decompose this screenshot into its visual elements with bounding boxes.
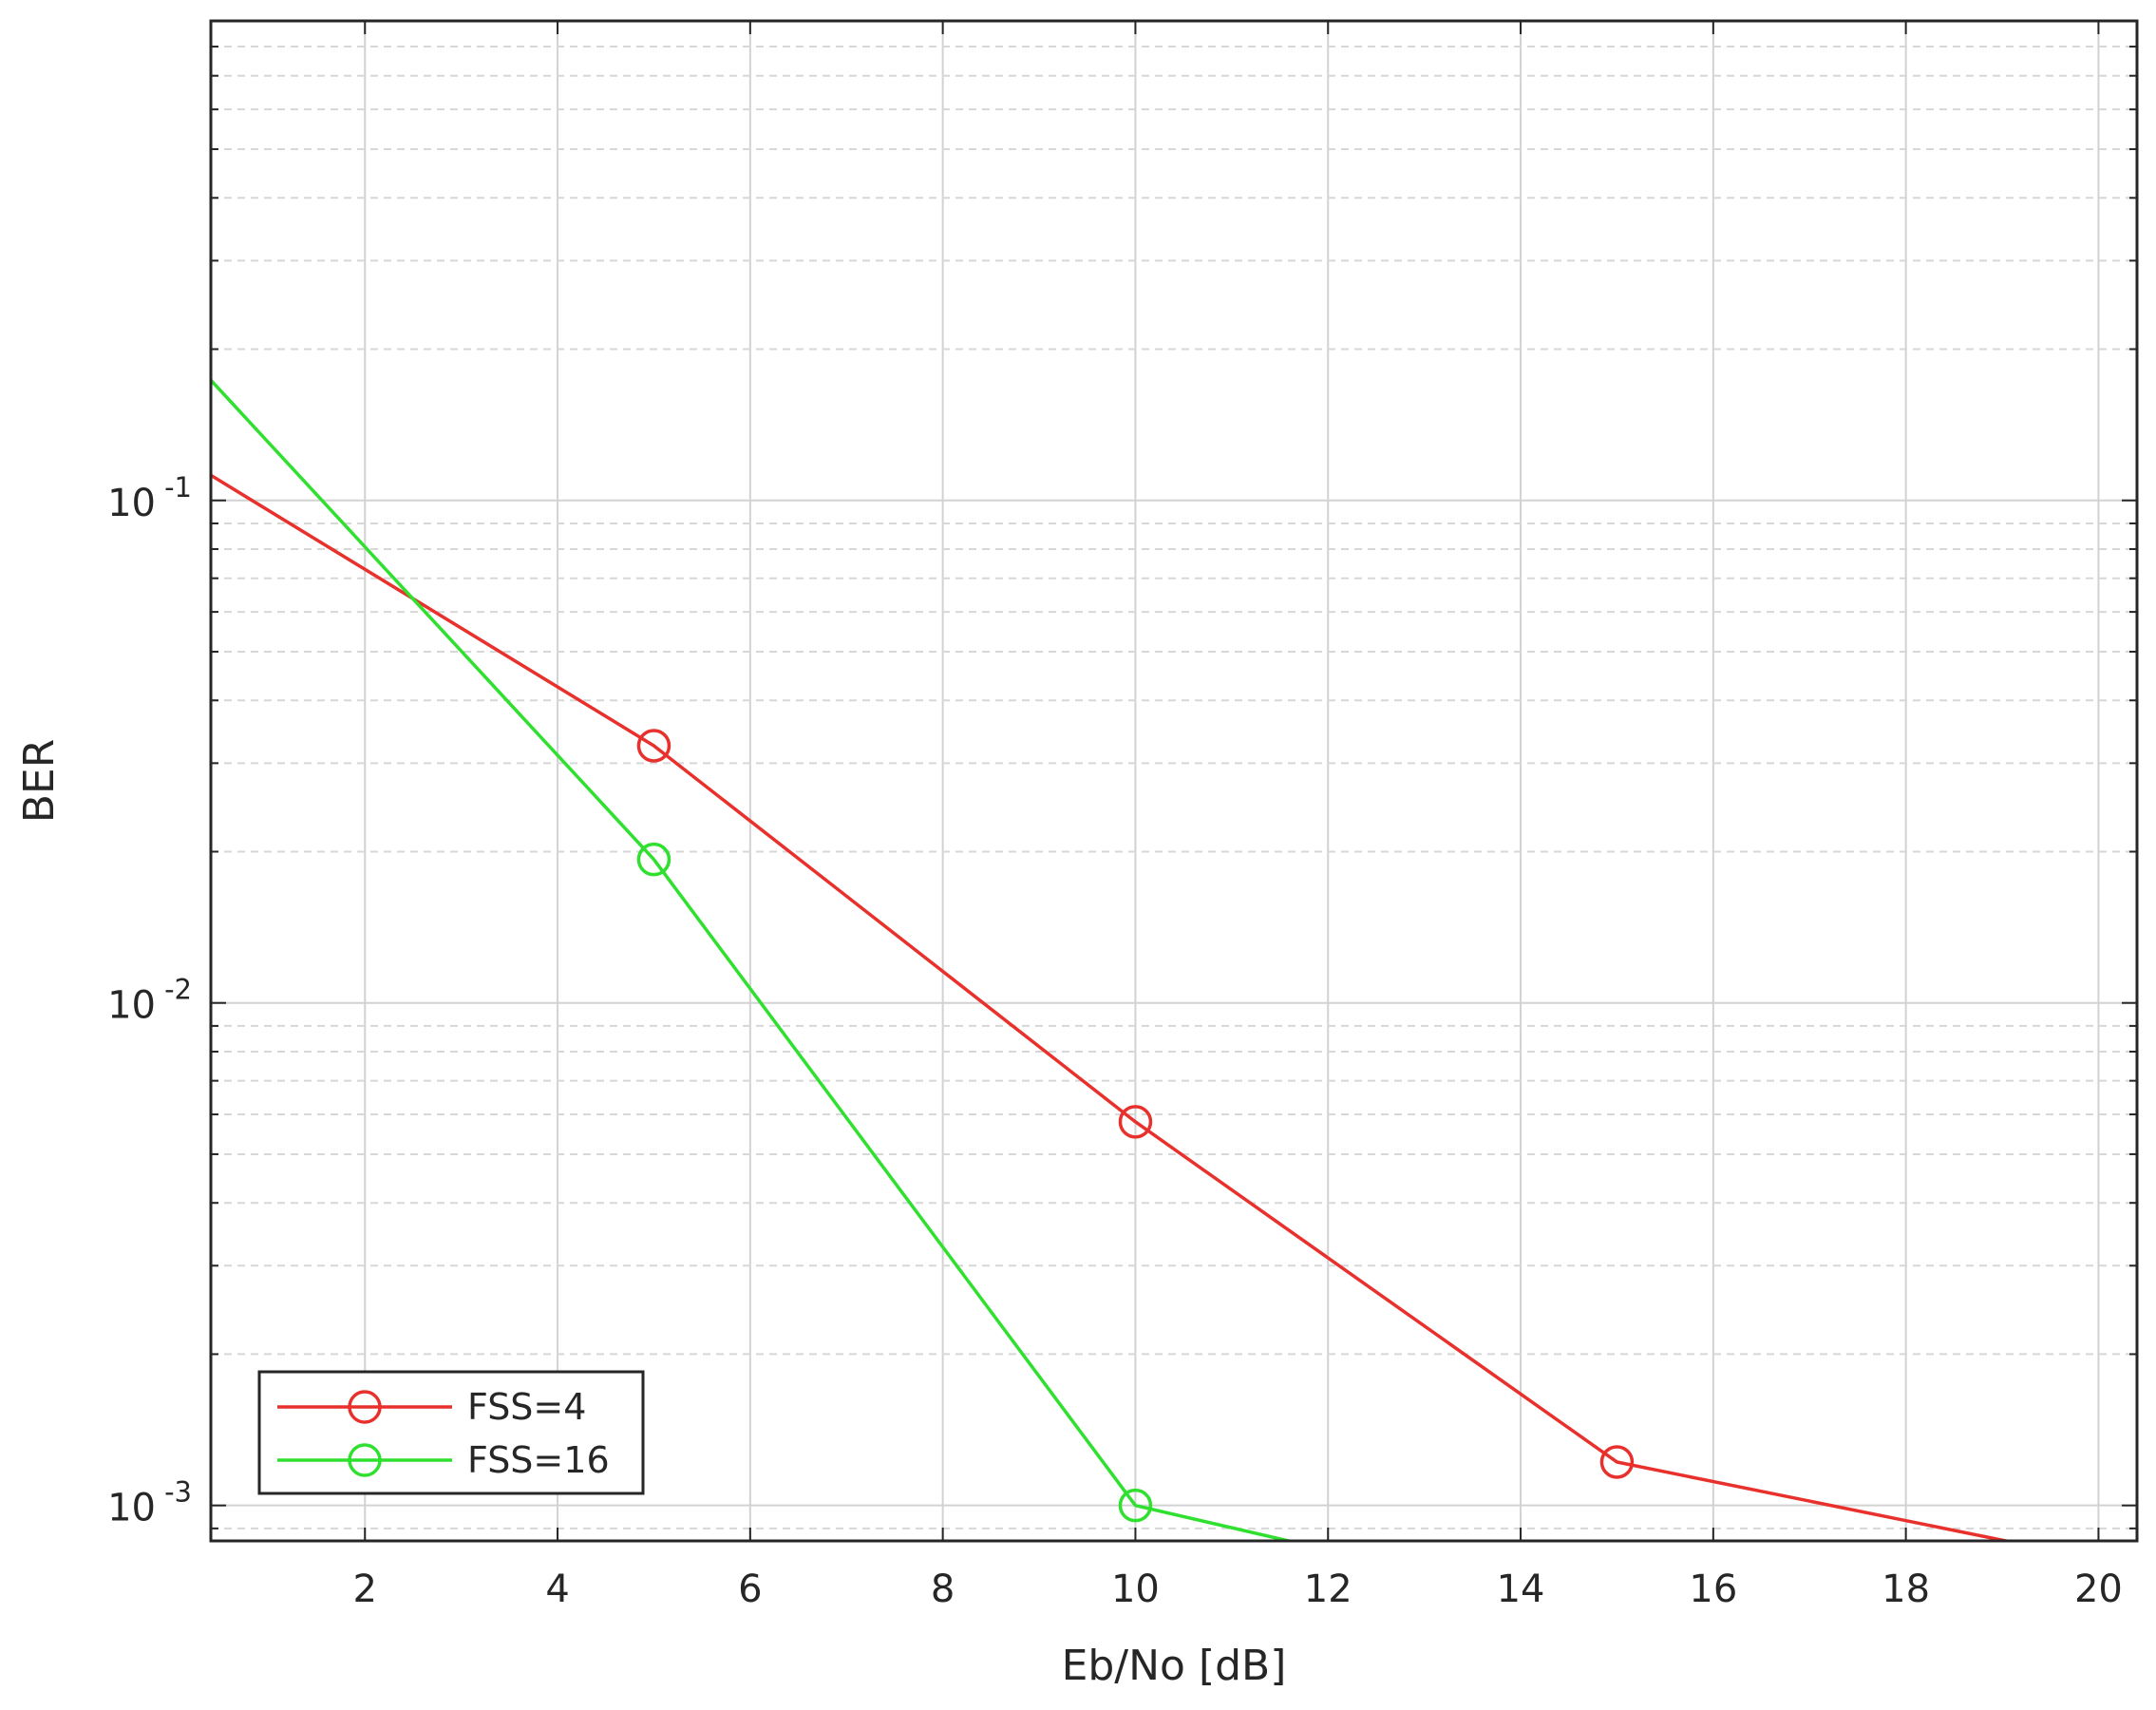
legend-label: FSS=4 bbox=[467, 1386, 586, 1428]
y-tick-label: 10 bbox=[107, 1487, 156, 1530]
plot-frame bbox=[209, 19, 2139, 1543]
data-point-FSS=16 bbox=[636, 842, 671, 877]
x-tick-label: 2 bbox=[353, 1568, 377, 1611]
legend-marker bbox=[348, 1443, 382, 1477]
x-tick-label: 12 bbox=[1304, 1568, 1352, 1611]
data-point-FSS=16 bbox=[1118, 1488, 1153, 1523]
y-axis-label: BER bbox=[15, 739, 64, 824]
x-tick-label: 18 bbox=[1882, 1568, 1930, 1611]
x-tick-label: 6 bbox=[738, 1568, 762, 1611]
x-tick-label: 20 bbox=[2074, 1568, 2123, 1611]
y-tick-label: 10 bbox=[107, 984, 156, 1028]
ticks bbox=[211, 20, 2137, 1541]
grid bbox=[211, 20, 2137, 1541]
y-tick-label-exponent: -2 bbox=[164, 974, 192, 1006]
legend: FSS=4 FSS=16 bbox=[257, 1370, 645, 1495]
legend-label: FSS=16 bbox=[467, 1439, 610, 1481]
legend-box bbox=[257, 1370, 645, 1495]
y-tick-label: 10 bbox=[107, 482, 156, 525]
series-line-FSS=4 bbox=[211, 473, 2014, 1541]
x-tick-label: 14 bbox=[1497, 1568, 1545, 1611]
data-point-FSS=4 bbox=[1599, 1445, 1635, 1479]
y-tick-label-exponent: -1 bbox=[164, 471, 192, 504]
y-tick-label-exponent: -3 bbox=[164, 1476, 192, 1509]
x-tick-label: 10 bbox=[1111, 1568, 1160, 1611]
data-point-FSS=4 bbox=[1118, 1105, 1153, 1139]
data-point-FSS=4 bbox=[636, 729, 671, 763]
series-line-FSS=16 bbox=[211, 377, 1296, 1541]
legend-marker bbox=[348, 1390, 382, 1424]
x-axis-label: Eb/No [dB] bbox=[1062, 1642, 1287, 1690]
x-tick-label: 4 bbox=[545, 1568, 569, 1611]
x-tick-label: 8 bbox=[931, 1568, 955, 1611]
x-tick-label: 16 bbox=[1689, 1568, 1737, 1611]
series-layer bbox=[211, 377, 2014, 1541]
